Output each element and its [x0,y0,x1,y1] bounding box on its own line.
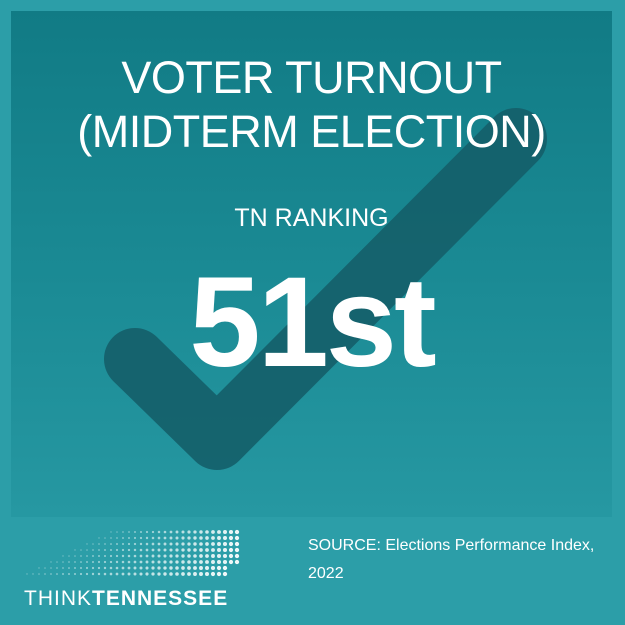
ranking-value: 51st [189,251,436,394]
tennessee-map-dots-icon [26,529,240,577]
logo-word-tennessee: TENNESSEE [92,587,229,610]
source-line1: SOURCE: Elections Performance Index, [308,537,595,554]
logo-wordmark: THINKTENNESSEE [24,587,228,611]
stat-title-line2: (MIDTERM ELECTION) [77,106,546,157]
logo-word-think: THINK [24,587,92,610]
think-tennessee-logo: THINKTENNESSEE [24,528,240,614]
source-line2: 2022 [308,565,344,582]
checkmark-icon [104,108,547,470]
stat-panel: VOTER TURNOUT (MIDTERM ELECTION) TN RANK… [11,11,612,517]
stat-title-line1: VOTER TURNOUT [121,52,502,103]
stat-title: VOTER TURNOUT (MIDTERM ELECTION) [11,51,612,159]
stat-subtitle: TN RANKING [234,204,389,232]
source-note: SOURCE: Elections Performance Index, 202… [308,532,608,588]
